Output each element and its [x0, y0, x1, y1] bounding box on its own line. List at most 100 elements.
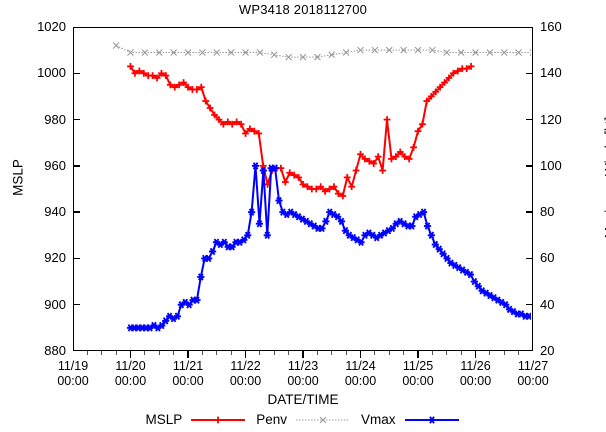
y-tick-label: 980	[44, 111, 66, 127]
x-tick-date: 11/21	[172, 359, 204, 373]
x-minor-tick	[331, 351, 333, 355]
x-minor-tick	[101, 351, 103, 355]
x-minor-tick	[518, 351, 520, 355]
y2-tick-mark	[526, 118, 533, 121]
x-tick-time: 00:00	[114, 374, 147, 388]
y-tick-label: 920	[44, 250, 66, 266]
chart-legend: MSLP Penv Vmax	[0, 412, 606, 427]
x-minor-tick	[158, 351, 160, 355]
x-tick-label: 11/21 00:00	[153, 359, 223, 389]
y-axis-title: MSLP	[10, 159, 26, 196]
x-minor-tick	[288, 351, 290, 355]
y-tick-mark	[73, 165, 80, 167]
x-tick-mark	[129, 351, 132, 358]
x-tick-label: 11/22 00:00	[211, 359, 281, 389]
y2-tick-label: 20	[540, 343, 555, 358]
y2-tick-label: 60	[540, 250, 555, 266]
x-tick-date: 11/20	[115, 359, 146, 373]
x-tick-mark	[417, 351, 419, 358]
x-tick-label: 11/23 00:00	[268, 359, 338, 389]
x-minor-tick	[403, 351, 405, 355]
legend-label: MSLP	[145, 412, 183, 427]
x-tick-mark	[244, 351, 247, 358]
legend-key-mslp	[191, 416, 246, 423]
x-tick-time: 00:00	[57, 374, 89, 388]
x-tick-label: 11/19 00:00	[38, 359, 108, 389]
x-tick-label: 11/24 00:00	[326, 359, 396, 389]
y2-tick-mark	[526, 257, 533, 260]
y-tick-mark	[73, 118, 80, 121]
legend-item-mslp: MSLP	[145, 412, 247, 427]
y2-axis-title: Maximum Winds [kt]	[602, 116, 606, 239]
x-tick-time: 00:00	[172, 374, 204, 388]
y2-tick-mark	[526, 304, 533, 306]
y2-tick-label: 120	[540, 111, 562, 127]
y2-tick-label: 40	[540, 296, 555, 312]
legend-label: Penv	[256, 412, 288, 427]
x-minor-tick	[115, 351, 117, 355]
x-minor-tick	[173, 351, 175, 355]
y2-tick-mark	[526, 72, 533, 74]
y-tick-label: 960	[44, 157, 66, 173]
y2-tick-label: 140	[540, 65, 562, 81]
x-minor-tick	[431, 351, 433, 355]
mslp-series	[127, 62, 475, 200]
x-minor-tick	[230, 351, 232, 355]
y2-tick-label: 80	[540, 204, 555, 220]
x-tick-mark	[474, 351, 477, 358]
x-tick-date: 11/19	[57, 359, 89, 373]
x-minor-tick	[201, 351, 203, 355]
legend-item-vmax: Vmax	[361, 412, 461, 427]
x-tick-date: 11/23	[287, 359, 319, 373]
y-tick-label: 880	[44, 343, 66, 358]
x-axis-title: DATE/TIME	[267, 392, 339, 407]
x-minor-tick	[460, 351, 462, 355]
x-tick-label: 11/27 00:00	[498, 359, 568, 389]
y-tick-mark	[73, 72, 80, 74]
x-tick-date: 11/26	[460, 359, 491, 373]
y2-tick-label: 100	[540, 157, 562, 173]
data-curves	[112, 42, 531, 332]
x-minor-tick	[144, 351, 146, 355]
x-tick-time: 00:00	[517, 374, 549, 388]
legend-key-penv	[296, 416, 351, 423]
y-tick-label: 1000	[37, 65, 66, 81]
x-tick-time: 00:00	[344, 374, 377, 388]
x-tick-date: 11/27	[517, 359, 549, 373]
y-tick-label: 1020	[37, 19, 66, 34]
y2-tick-mark	[526, 211, 533, 213]
vmax-series	[126, 162, 531, 332]
x-minor-tick	[259, 351, 261, 355]
y-tick-mark	[73, 304, 80, 306]
x-tick-time: 00:00	[402, 374, 434, 388]
x-tick-date: 11/25	[402, 359, 434, 373]
x-minor-tick	[216, 351, 218, 355]
x-tick-label: 11/25 00:00	[383, 359, 453, 389]
x-minor-tick	[345, 351, 347, 355]
y2-tick-mark	[526, 165, 533, 167]
x-minor-tick	[316, 351, 318, 355]
y-tick-mark	[73, 211, 80, 213]
x-tick-date: 11/22	[230, 359, 261, 373]
x-tick-time: 00:00	[229, 374, 262, 388]
y-tick-label: 940	[44, 204, 66, 220]
x-minor-tick	[446, 351, 448, 355]
y-tick-mark	[73, 257, 80, 260]
plot-area	[73, 27, 533, 351]
legend-label: Vmax	[361, 412, 396, 427]
x-tick-date: 11/24	[345, 359, 376, 373]
penv-series	[112, 42, 531, 61]
x-tick-time: 00:00	[287, 374, 319, 388]
x-tick-label: 11/26 00:00	[441, 359, 511, 389]
x-minor-tick	[374, 351, 376, 355]
legend-item-penv: Penv	[256, 412, 352, 427]
chart-title: WP3418 2018112700	[238, 2, 368, 17]
x-tick-label: 11/20 00:00	[96, 359, 166, 389]
x-tick-time: 00:00	[459, 374, 492, 388]
x-minor-tick	[388, 351, 390, 355]
y-tick-label: 900	[44, 296, 66, 312]
x-minor-tick	[503, 351, 505, 355]
legend-key-vmax	[404, 415, 459, 424]
x-tick-mark	[359, 351, 362, 358]
